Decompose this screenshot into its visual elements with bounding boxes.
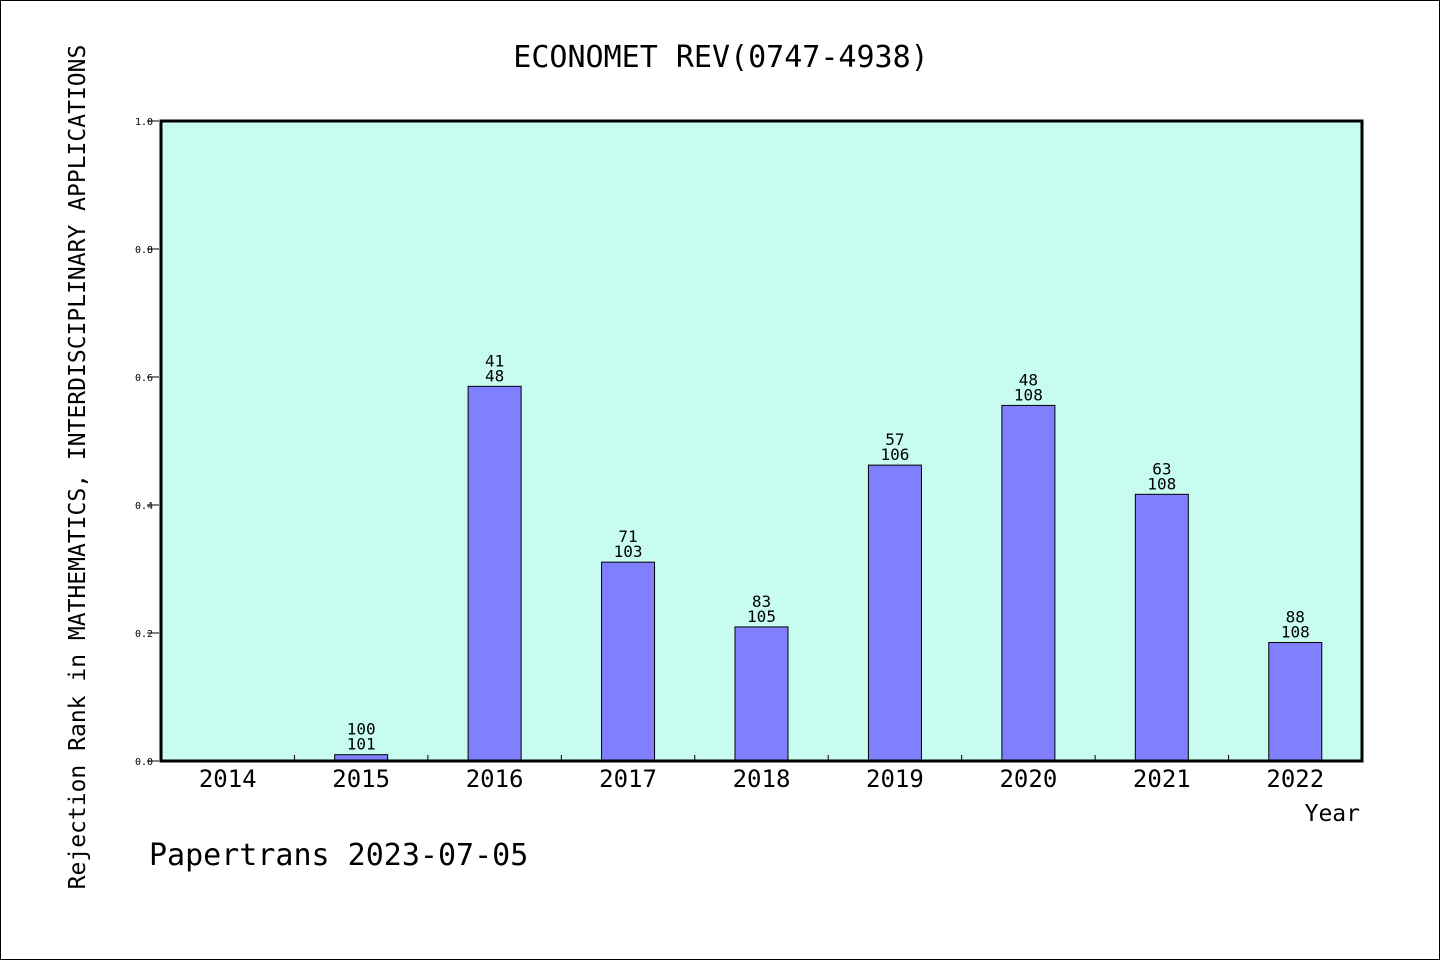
data-label-bottom: 108 (1281, 622, 1310, 641)
x-tick-label: 2021 (1133, 765, 1191, 793)
y-axis-label: Rejection Rank in MATHEMATICS, INTERDISC… (65, 45, 91, 890)
x-tick-label: 2017 (599, 765, 657, 793)
data-label-top: 71 (618, 527, 637, 546)
bar (1134, 493, 1189, 762)
bar (467, 385, 522, 762)
x-tick-label: 2019 (866, 765, 924, 793)
data-label-bottom: 108 (1147, 474, 1176, 493)
x-tick-label: 2020 (999, 765, 1057, 793)
bar (1268, 641, 1323, 762)
chart-title: ECONOMET REV(0747-4938) (513, 40, 928, 75)
bars (334, 385, 1323, 762)
footer-text: Papertrans 2023-07-05 (149, 838, 528, 873)
y-tick-label: 0.0 (135, 757, 153, 768)
data-label-bottom: 48 (485, 366, 504, 385)
data-label-bottom: 106 (880, 445, 909, 464)
x-axis-ticks: 2014 2015 2016 2017 2018 2019 2020 2021 2022 (199, 755, 1324, 793)
x-tick-label: 2018 (733, 765, 791, 793)
x-tick-label: 2014 (199, 765, 257, 793)
bar (1001, 404, 1056, 762)
data-label-top: 83 (752, 592, 771, 611)
data-label-bottom: 105 (747, 607, 776, 626)
data-label-top: 57 (885, 430, 904, 449)
x-axis-label: Year (1305, 801, 1360, 827)
data-label-bottom: 101 (347, 735, 376, 754)
x-tick-label: 2016 (466, 765, 524, 793)
y-tick-label: 0.8 (135, 245, 153, 256)
y-tick-label: 0.2 (135, 629, 153, 640)
y-tick-label: 0.4 (135, 501, 153, 512)
bar (734, 626, 789, 762)
y-axis-ticks: 0.0 0.2 0.4 0.6 0.8 1.0 (135, 117, 159, 768)
bar (601, 561, 656, 762)
x-tick-label: 2015 (332, 765, 390, 793)
data-label-top: 88 (1286, 607, 1305, 626)
data-label-bottom: 103 (614, 542, 643, 561)
data-label-bottom: 108 (1014, 385, 1043, 404)
data-label-top: 48 (1019, 370, 1038, 389)
data-label-top: 41 (485, 351, 504, 370)
data-label-top: 63 (1152, 459, 1171, 478)
y-tick-label: 1.0 (135, 117, 153, 128)
bar (867, 464, 922, 762)
data-label-top: 100 (347, 720, 376, 739)
y-tick-label: 0.6 (135, 373, 153, 384)
plot-border (159, 119, 1364, 763)
x-tick-label: 2022 (1266, 765, 1324, 793)
